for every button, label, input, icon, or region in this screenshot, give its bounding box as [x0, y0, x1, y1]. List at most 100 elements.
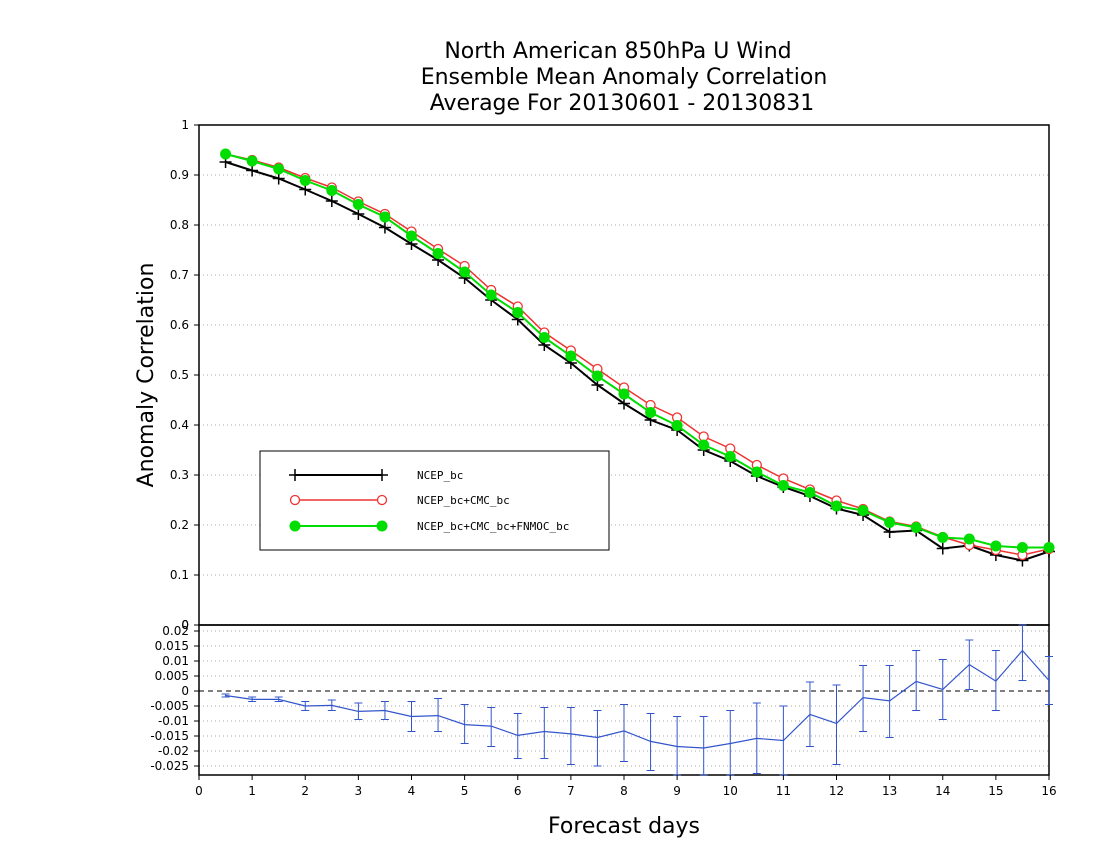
main-y-tick-label: 0.2 [170, 518, 189, 532]
data-point-ncep-bc-cmc-bc-fnmoc-bc [352, 199, 364, 210]
data-point-ncep-bc-cmc-bc-fnmoc-bc [937, 532, 949, 543]
diff-top-tick-label: 0 [181, 618, 189, 632]
main-y-tick-label: 1 [181, 118, 189, 132]
error-bar [593, 710, 602, 767]
data-point-ncep-bc-cmc-bc-fnmoc-bc [299, 175, 311, 186]
legend: NCEP_bc NCEP_bc+CMC_bc NCEP_bc+CMC_bc+FN… [259, 450, 610, 551]
y-axis-label: Anomaly Correlation [134, 263, 159, 488]
legend-marker-ncep-bc-cmc-bc-left [289, 494, 301, 506]
series-ncep-bc-cmc-bc-fnmoc-bc [220, 148, 1055, 553]
data-point-ncep-bc-cmc-bc-fnmoc-bc [326, 185, 338, 196]
error-bar [540, 707, 549, 759]
diff-y-tick-label: -0.015 [150, 729, 189, 743]
x-axis-ticks: 0 1 2 3 4 5 6 7 8 9 10 11 12 13 14 15 16 [195, 775, 1057, 798]
data-point-ncep-bc-cmc-bc-fnmoc-bc [751, 466, 763, 478]
x-axis-label: Forecast days [548, 814, 700, 839]
x-tick-label: 3 [355, 784, 363, 798]
x-tick-label: 6 [514, 784, 522, 798]
error-bar [1018, 624, 1027, 681]
error-bar [912, 650, 921, 711]
main-y-tick-label: 0.4 [170, 418, 189, 432]
main-y-tick-label: 0.6 [170, 318, 189, 332]
diff-y-tick-label: 0.02 [162, 624, 189, 638]
x-tick-label: 12 [829, 784, 844, 798]
data-point-ncep-bc-cmc-bc-fnmoc-bc [485, 289, 497, 301]
error-bar [487, 707, 496, 747]
diff-series-line [225, 649, 1050, 749]
legend-item-ncep-bc-cmc-bc: NCEP_bc+CMC_bc [289, 494, 510, 507]
main-y-tick-label: 0.1 [170, 568, 189, 582]
data-point-ncep-bc-cmc-bc-fnmoc-bc [724, 451, 736, 462]
data-point-ncep-bc-cmc-bc-fnmoc-bc [910, 522, 922, 533]
data-point-ncep-bc-cmc-bc-fnmoc-bc [459, 266, 471, 278]
legend-item-ncep-bc: NCEP_bc [289, 469, 463, 482]
data-point-ncep-bc-cmc-bc-fnmoc-bc [379, 211, 391, 223]
data-point-ncep-bc-cmc-bc-fnmoc-bc [857, 505, 869, 516]
data-point-ncep-bc-cmc-bc-fnmoc-bc [273, 163, 285, 175]
data-point-ncep-bc-cmc-bc-fnmoc-bc [538, 332, 550, 343]
x-tick-label: 5 [461, 784, 469, 798]
data-point-ncep-bc-cmc-bc-fnmoc-bc [565, 350, 577, 362]
x-tick-label: 10 [723, 784, 738, 798]
title-line-3: Average For 20130601 - 20130831 [430, 91, 815, 116]
x-tick-label: 2 [301, 784, 309, 798]
diff-y-tick-label: 0.01 [162, 654, 189, 668]
diff-y-tick-label: -0.01 [158, 714, 189, 728]
x-tick-label: 8 [620, 784, 628, 798]
legend-marker-ncep-bc-cmc-bc-right [376, 494, 388, 506]
x-tick-label: 11 [776, 784, 791, 798]
data-point-ncep-bc-cmc-bc-fnmoc-bc [990, 540, 1002, 552]
legend-label-ncep-bc: NCEP_bc [417, 469, 463, 482]
legend-marker-ncep-bc-cmc-bc-fnmoc-bc-left [289, 520, 301, 532]
main-y-tick-label: 0.7 [170, 268, 189, 282]
data-point-ncep-bc-cmc-bc-fnmoc-bc [698, 439, 710, 451]
data-point-ncep-bc-cmc-bc-fnmoc-bc [777, 480, 789, 491]
main-y-tick-label: 0.3 [170, 468, 189, 482]
title-line-2: Ensemble Mean Anomaly Correlation [421, 65, 828, 90]
legend-item-ncep-bc-cmc-bc-fnmoc-bc: NCEP_bc+CMC_bc+FNMOC_bc [289, 520, 569, 533]
x-tick-label: 1 [248, 784, 256, 798]
data-point-ncep-bc-cmc-bc-fnmoc-bc [432, 248, 444, 259]
data-point-ncep-bc-cmc-bc-fnmoc-bc [1016, 542, 1028, 553]
x-tick-label: 15 [988, 784, 1003, 798]
data-point-ncep-bc-cmc-bc-fnmoc-bc [406, 230, 417, 242]
x-tick-label: 7 [567, 784, 575, 798]
x-tick-label: 9 [673, 784, 681, 798]
main-y-tick-label: 0.9 [170, 168, 189, 182]
x-tick-label: 14 [935, 784, 950, 798]
data-point-ncep-bc-cmc-bc-fnmoc-bc [645, 407, 657, 418]
error-bar [699, 716, 708, 776]
data-point-ncep-bc-cmc-bc-fnmoc-bc [1043, 542, 1055, 553]
main-y-tick-label: 0 [181, 618, 189, 632]
main-y-tick-label: 0.5 [170, 368, 189, 382]
x-tick-label: 4 [408, 784, 416, 798]
x-tick-label: 0 [195, 784, 203, 798]
data-point-ncep-bc-cmc-bc-fnmoc-bc [246, 155, 258, 167]
title-line-1: North American 850hPa U Wind [444, 39, 791, 64]
data-point-ncep-bc-cmc-bc-fnmoc-bc [884, 517, 896, 528]
diff-y-tick-label: -0.005 [150, 699, 189, 713]
data-point-ncep-bc-cmc-bc-fnmoc-bc [831, 500, 842, 512]
diff-y-tick-label: -0.025 [150, 759, 189, 773]
diff-y-tick-label: 0.005 [155, 669, 189, 683]
error-bar [566, 707, 575, 765]
x-tick-label: 13 [882, 784, 897, 798]
error-bar [620, 704, 628, 762]
data-point-ncep-bc-cmc-bc-fnmoc-bc [591, 370, 603, 382]
error-bar [832, 684, 841, 765]
diff-y-tick-label: 0.015 [155, 639, 189, 653]
legend-marker-ncep-bc-cmc-bc-fnmoc-bc-right [376, 520, 388, 532]
data-point-ncep-bc-cmc-bc-fnmoc-bc [618, 388, 630, 400]
main-y-tick-label: 0.8 [170, 218, 189, 232]
diff-y-tick-label: 0 [181, 684, 189, 698]
data-point-ncep-bc-cmc-bc-fnmoc-bc [671, 420, 683, 431]
x-tick-label: 16 [1041, 784, 1056, 798]
data-point-ncep-bc-cmc-bc-fnmoc-bc [220, 148, 232, 160]
chart-title: North American 850hPa U Wind Ensemble Me… [421, 39, 828, 116]
error-bar [859, 665, 868, 732]
legend-label-ncep-bc-cmc-bc: NCEP_bc+CMC_bc [417, 494, 510, 507]
data-point-ncep-bc-cmc-bc-fnmoc-bc [804, 487, 816, 498]
diff-y-tick-label: -0.02 [158, 744, 189, 758]
